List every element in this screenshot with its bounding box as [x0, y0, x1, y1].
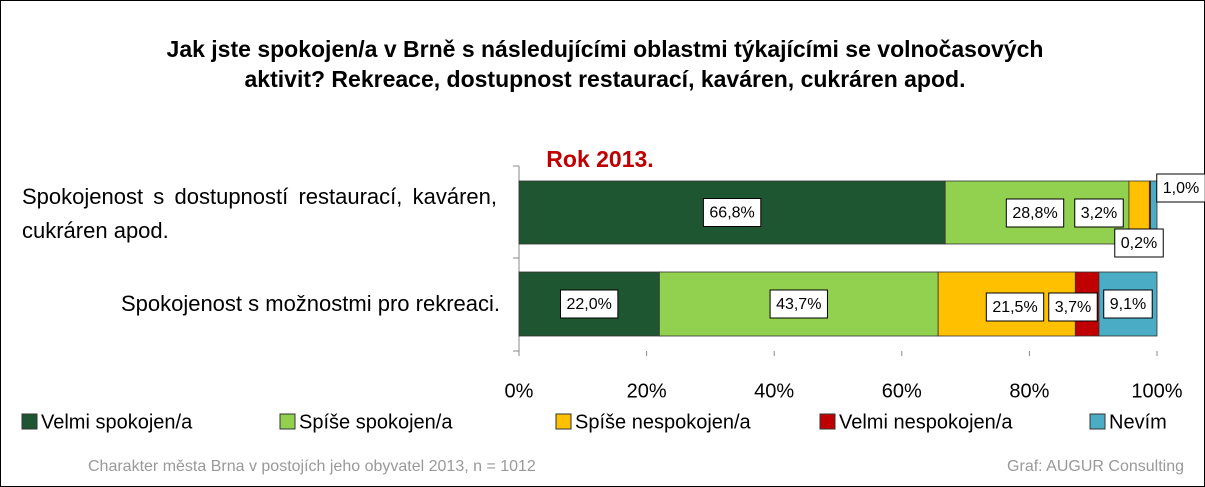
- data-label: 9,1%: [1110, 296, 1146, 313]
- legend-label: Nevím: [1109, 411, 1167, 433]
- data-label-box: [559, 289, 619, 319]
- legend-marker: [21, 413, 38, 430]
- data-label: 28,8%: [1012, 205, 1057, 222]
- legend-marker: [555, 413, 572, 430]
- data-label: 66,8%: [709, 205, 754, 222]
- legend-label: Spíše nespokojen/a: [575, 411, 752, 433]
- legend-marker: [279, 413, 296, 430]
- category-label: Spokojenost s možnostmi pro rekreaci.: [120, 291, 500, 316]
- x-tick-label: 40%: [754, 380, 794, 402]
- data-label: 0,2%: [1121, 235, 1157, 252]
- data-label: 3,2%: [1081, 205, 1117, 222]
- credit: Graf: AUGUR Consulting: [1007, 458, 1184, 475]
- legend-marker: [819, 413, 836, 430]
- x-tick-label: 80%: [1009, 380, 1049, 402]
- data-label-box: [1156, 173, 1205, 203]
- x-tick-label: 60%: [882, 380, 922, 402]
- x-tick-label: 20%: [627, 380, 667, 402]
- x-tick-label: 0%: [505, 380, 534, 402]
- chart-title: Jak jste spokojen/a v Brně s následující…: [166, 36, 1044, 92]
- chart-subtitle: Rok 2013.: [546, 146, 654, 172]
- data-label: 43,7%: [776, 296, 821, 313]
- data-label: 21,5%: [992, 299, 1037, 316]
- data-label-box: [1114, 228, 1164, 258]
- data-label: 3,7%: [1055, 299, 1091, 316]
- data-label: 1,0%: [1163, 180, 1199, 197]
- data-label-box: [702, 198, 762, 227]
- data-label-box: [1103, 289, 1153, 319]
- data-label: 22,0%: [566, 296, 611, 313]
- data-label-box: [1048, 292, 1098, 322]
- source: Charakter města Brna v postojích jeho ob…: [88, 458, 536, 475]
- legend-label: Velmi nespokojen/a: [839, 411, 1013, 433]
- category-label: Spokojenost s dostupností restaurací, ka…: [22, 184, 497, 243]
- data-label-box: [1005, 198, 1065, 228]
- data-label-box: [769, 289, 828, 319]
- legend-label: Spíše spokojen/a: [299, 411, 453, 433]
- legend-marker: [1089, 413, 1106, 430]
- data-label-box: [1074, 198, 1124, 228]
- data-label-box: [985, 292, 1045, 322]
- legend-label: Velmi spokojen/a: [41, 411, 193, 433]
- x-tick-label: 100%: [1131, 380, 1182, 402]
